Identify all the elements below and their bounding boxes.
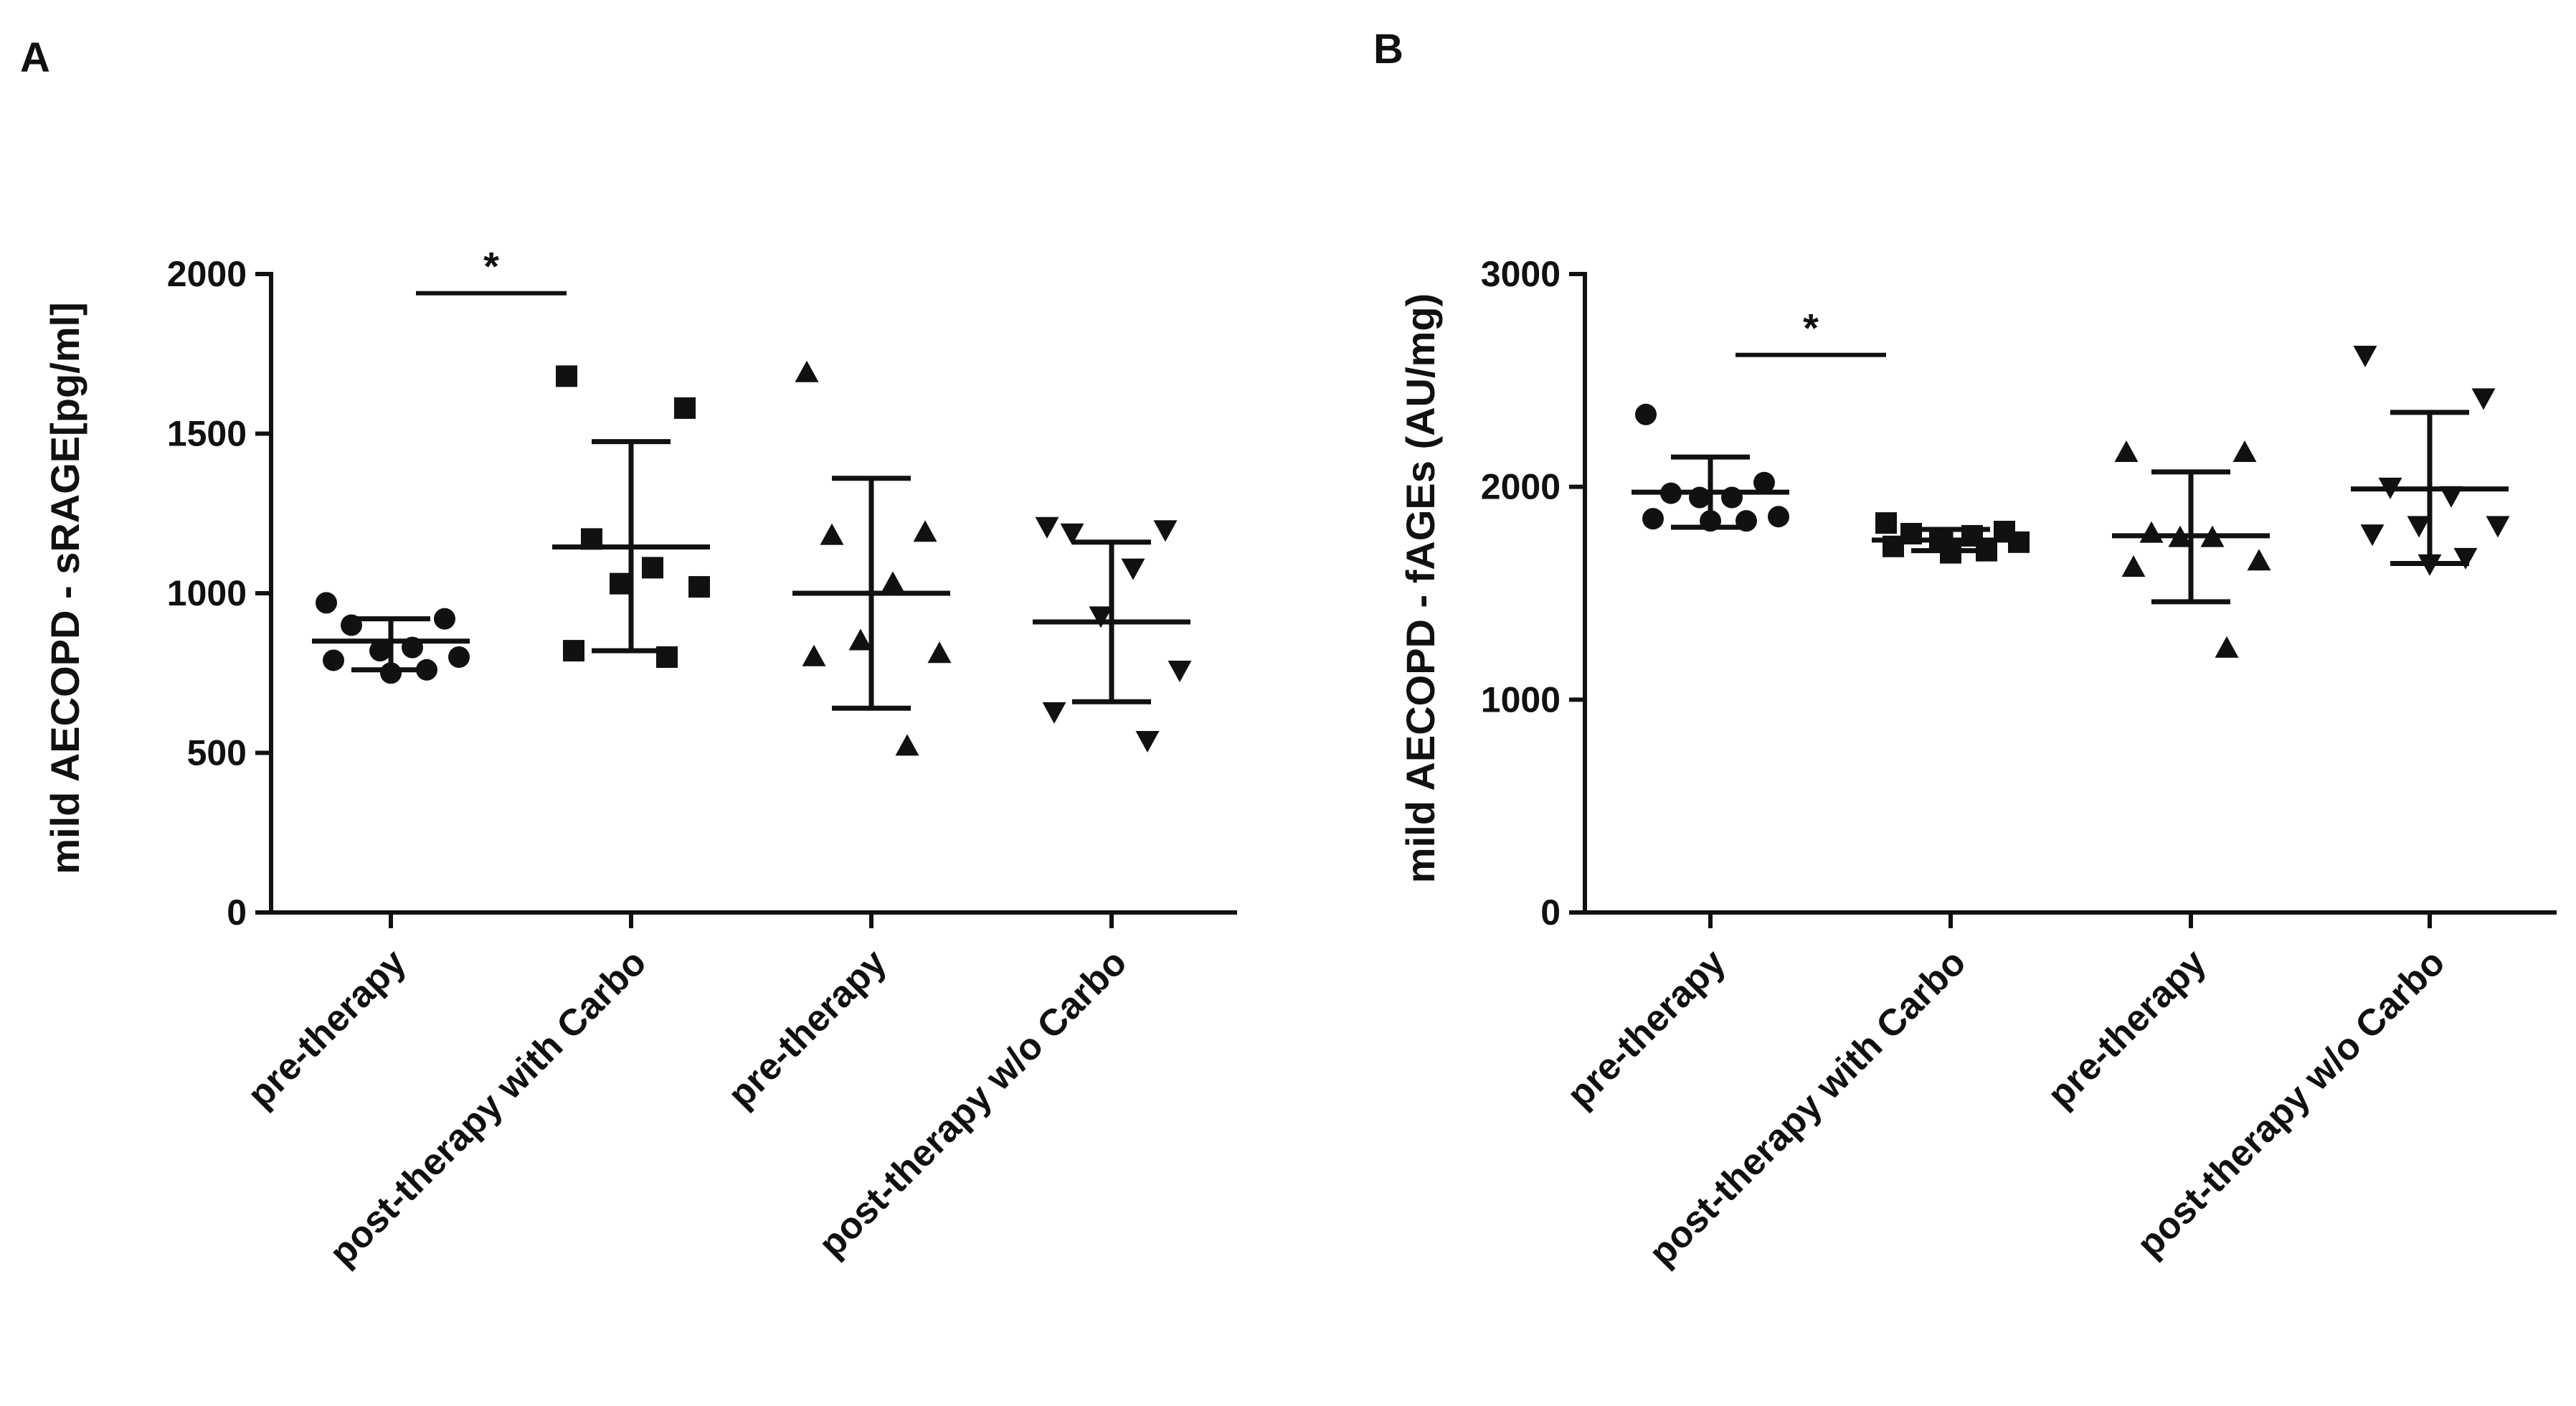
panel-a-x-category-label: pre-therapy (720, 941, 894, 1115)
panel-a-chart: A mild AECOPD - sRAGE[pg/ml] 0 500 1000 150… (20, 34, 1237, 1274)
panel-b-data-point (2407, 516, 2431, 538)
panel-b-significance-star: * (1803, 306, 1819, 351)
panel-b-y-tick-label: 1000 (1481, 679, 1561, 719)
panel-a-series-3 (792, 360, 952, 756)
panel-a-data-point (913, 520, 937, 542)
panel-b-series-3 (2112, 440, 2271, 658)
panel-a-data-point (674, 397, 696, 419)
panel-a-x-category-label: pre-therapy (240, 941, 414, 1115)
panel-b-y-tick-label: 0 (1540, 892, 1561, 933)
panel-a-data-point (448, 646, 470, 668)
panel-b-chart: B mild AECOPD - fAGEs (AU/mg) 0 1000 2000 3… (1373, 26, 2557, 1274)
panel-b-data-point (2439, 486, 2463, 508)
panel-a-data-point (1089, 606, 1113, 628)
panel-a-series-4 (1033, 516, 1192, 752)
panel-b-series-4 (2351, 345, 2510, 576)
panel-a-data-point (1153, 520, 1178, 542)
panel-a-y-tick-label: 1000 (167, 573, 247, 613)
panel-b-y-tick-label: 3000 (1481, 254, 1561, 294)
panel-a-data-point (1042, 702, 1066, 724)
panel-a-data-point (927, 641, 952, 664)
panel-a-y-axis-title: mild AECOPD - sRAGE[pg/ml] (42, 302, 87, 874)
panel-a-data-point (556, 365, 577, 387)
panel-b-series-1 (1632, 403, 1789, 532)
panel-b-data-point (2453, 547, 2478, 570)
panel-a-significance-star: * (483, 244, 499, 289)
panel-b-data-point (2353, 345, 2377, 367)
panel-b-data-point (2471, 388, 2496, 410)
panel-a-series-2 (552, 365, 710, 668)
panel-b-data-point (2247, 549, 2271, 571)
panel-a-data-point (563, 640, 584, 662)
panel-a-y-tick-label: 500 (187, 733, 247, 773)
panel-a-data-point (1060, 523, 1084, 545)
panel-a-data-point (795, 360, 819, 382)
panel-a-data-point (848, 628, 873, 651)
panel-b-label: B (1373, 26, 1403, 72)
panel-a-y-tick-label: 2000 (167, 254, 247, 294)
panel-b-data-point (2486, 516, 2510, 538)
panel-a-data-point (369, 640, 391, 662)
panel-b-data-point (2360, 524, 2385, 547)
panel-b-data-point (2121, 555, 2146, 577)
panel-a-data-point (1168, 661, 1192, 683)
panel-b-x-category-label: pre-therapy (1559, 941, 1733, 1115)
panel-b-data-point (2215, 636, 2239, 658)
panel-b-data-point (2139, 521, 2164, 543)
panel-a-data-point (610, 572, 631, 595)
panel-b-x-category-label: pre-therapy (2040, 941, 2214, 1115)
panel-a-label: A (20, 34, 50, 81)
panel-a-data-point (881, 571, 905, 593)
panel-a-data-point (802, 644, 826, 666)
panel-b-data-point (1875, 512, 1897, 534)
panel-a-data-point (1035, 516, 1059, 539)
panel-b-series-2 (1872, 512, 2030, 564)
panel-b-y-axis-title: mild AECOPD - fAGEs (AU/mg) (1398, 293, 1443, 883)
panel-a-data-point (434, 608, 455, 630)
panel-b-data-point (1753, 471, 1775, 494)
panel-b-data-point (1768, 506, 1789, 528)
panel-a-data-point (1135, 730, 1160, 752)
panel-a-data-point (323, 649, 344, 671)
panel-a-data-point (1121, 558, 1145, 580)
panel-b-data-point (1642, 508, 1664, 530)
panel-a-data-point (688, 576, 710, 598)
panel-b-data-point (1635, 403, 1657, 425)
panel-a-y-tick-label: 0 (227, 892, 247, 933)
panel-a-data-point (316, 592, 337, 614)
panel-a-y-tick-label: 1500 (167, 414, 247, 454)
panel-b-data-point (2114, 440, 2139, 462)
panel-a-data-point (642, 557, 663, 579)
panel-a-series-1 (312, 592, 470, 684)
panel-b-y-tick-label: 2000 (1481, 467, 1561, 507)
panel-a-data-point (895, 734, 919, 756)
panel-a-data-point (820, 523, 844, 545)
panel-b-data-point (2232, 440, 2257, 462)
